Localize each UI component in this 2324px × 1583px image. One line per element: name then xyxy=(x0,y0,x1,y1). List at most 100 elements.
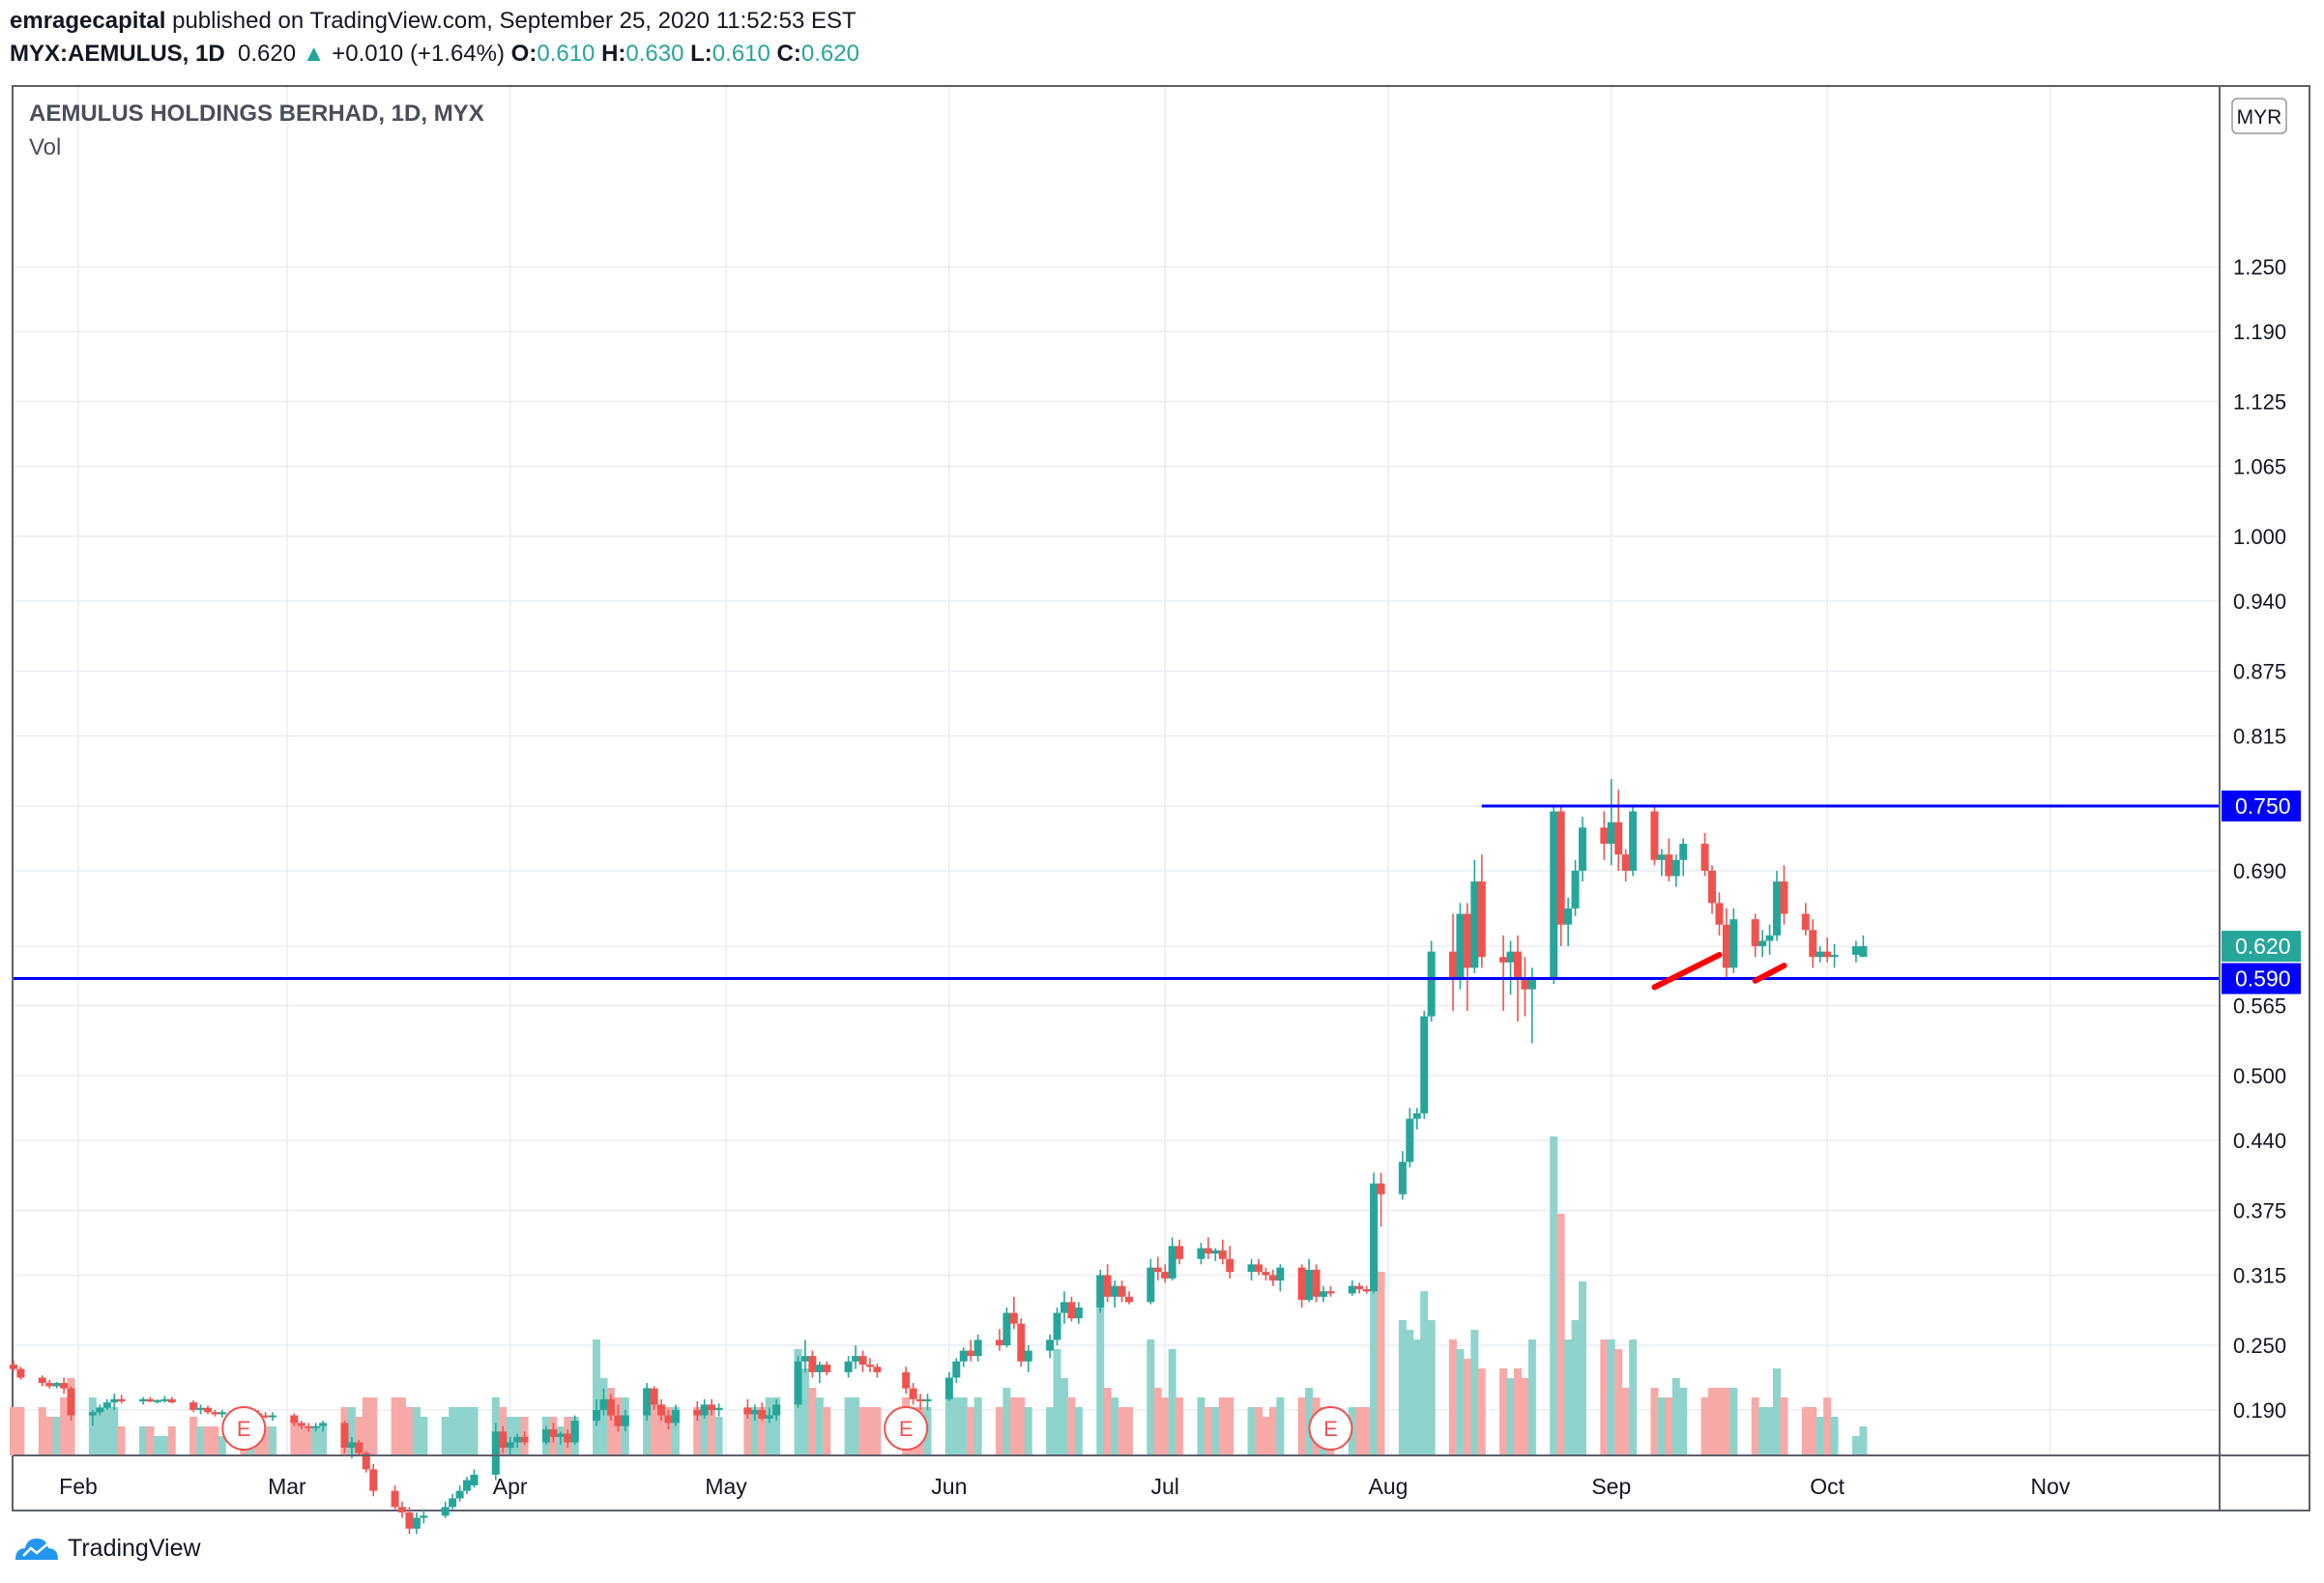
volume-bar xyxy=(1830,1417,1839,1455)
volume-bar xyxy=(1801,1407,1810,1455)
volume-bar xyxy=(139,1426,148,1455)
price-badge xyxy=(2222,791,2301,821)
volume-bar xyxy=(1355,1407,1364,1455)
candle-body xyxy=(1362,1288,1371,1292)
volume-bar xyxy=(750,1407,759,1455)
candle-body xyxy=(1124,1296,1133,1303)
volume-bar xyxy=(1614,1349,1623,1455)
volume-bar xyxy=(657,1407,666,1455)
volume-bar xyxy=(38,1407,46,1455)
volume-bar xyxy=(758,1407,767,1455)
candle-body xyxy=(499,1431,508,1449)
candle-body xyxy=(758,1409,767,1419)
candle-body xyxy=(204,1407,213,1413)
candle-body xyxy=(643,1388,652,1416)
candle-body xyxy=(1276,1267,1285,1281)
volume-bar xyxy=(1226,1397,1235,1455)
candle-body xyxy=(1176,1246,1184,1259)
volume-bar xyxy=(305,1426,313,1455)
candle-body xyxy=(1161,1272,1170,1279)
candle-body xyxy=(621,1415,629,1426)
open-value: 0.610 xyxy=(537,41,596,67)
candle-body xyxy=(1657,854,1666,860)
volume-bar xyxy=(1780,1397,1788,1455)
volume-bar xyxy=(160,1436,169,1455)
high-value: 0.630 xyxy=(625,41,684,67)
volume-bar xyxy=(96,1407,104,1455)
candle-body xyxy=(1470,881,1479,968)
candle-body xyxy=(218,1412,226,1415)
volume-bar xyxy=(1262,1417,1270,1455)
tradingview-logo-icon xyxy=(15,1539,58,1560)
volume-bar xyxy=(815,1397,824,1455)
volume-bar xyxy=(743,1407,752,1455)
volume-bar xyxy=(1103,1388,1112,1455)
candle-body xyxy=(844,1361,853,1372)
candle-body xyxy=(1514,951,1523,979)
candle-body xyxy=(1851,946,1860,956)
volume-bar xyxy=(1053,1349,1061,1455)
candle-body xyxy=(657,1404,666,1416)
candle-body xyxy=(1406,1118,1414,1163)
volume-bar xyxy=(297,1426,305,1455)
price-tick-label: 0.815 xyxy=(2233,724,2286,748)
candle-body xyxy=(614,1415,623,1426)
volume-bar xyxy=(1118,1407,1126,1455)
candle-body xyxy=(1204,1248,1212,1254)
footer[interactable]: TradingView xyxy=(14,1531,201,1566)
candle-body xyxy=(650,1388,658,1405)
candle-body xyxy=(765,1415,773,1419)
price-tick-label: 0.190 xyxy=(2233,1398,2286,1423)
volume-bars xyxy=(10,1137,1868,1455)
candle-body xyxy=(1809,930,1817,958)
low-label: L: xyxy=(690,41,712,67)
candle-body xyxy=(67,1388,75,1416)
volume-bar xyxy=(1650,1388,1659,1455)
candle-body xyxy=(1226,1258,1235,1273)
candle-body xyxy=(1009,1312,1018,1324)
volume-bar xyxy=(1406,1330,1414,1455)
volume-bar xyxy=(808,1388,817,1455)
price-tick-label: 0.875 xyxy=(2233,660,2286,684)
candles xyxy=(10,779,1868,1535)
candle-body xyxy=(1319,1291,1327,1297)
volume-bar xyxy=(1765,1407,1774,1455)
candle-body xyxy=(865,1365,874,1367)
x-tick-label: Feb xyxy=(59,1474,98,1499)
price-tick-label: 0.940 xyxy=(2233,590,2286,614)
chart-title: AEMULUS HOLDINGS BERHAD, 1D, MYX xyxy=(29,101,484,127)
author-name[interactable]: emragecapital xyxy=(10,8,166,34)
x-tick-label: Mar xyxy=(268,1474,306,1499)
candle-body xyxy=(463,1480,472,1491)
candle-body xyxy=(1477,881,1486,958)
x-tick-label: Sep xyxy=(1591,1474,1631,1499)
price-tick-label: 0.500 xyxy=(2233,1064,2286,1088)
volume-bar xyxy=(650,1397,658,1455)
candle-body xyxy=(944,1377,953,1399)
volume-bar xyxy=(1254,1407,1263,1455)
earnings-marker xyxy=(221,1406,267,1451)
volume-bar xyxy=(362,1397,370,1455)
price-tick-label: 1.190 xyxy=(2233,320,2286,344)
candle-body xyxy=(873,1367,882,1372)
volume-bar xyxy=(1722,1388,1730,1455)
volume-bar xyxy=(772,1397,781,1455)
volume-bar xyxy=(606,1388,615,1455)
candle-body xyxy=(923,1398,932,1402)
volume-bar xyxy=(1305,1388,1314,1455)
volume-bar xyxy=(1715,1388,1724,1455)
candle-body xyxy=(45,1383,54,1387)
volume-bar xyxy=(405,1407,414,1455)
candle-body xyxy=(167,1398,176,1403)
candle-body xyxy=(211,1412,219,1415)
volume-bar xyxy=(1046,1407,1055,1455)
candle-body xyxy=(1060,1302,1068,1313)
x-tick-label: Jun xyxy=(931,1474,967,1499)
volume-bar xyxy=(1823,1397,1832,1455)
volume-bar xyxy=(1751,1397,1759,1455)
volume-bar xyxy=(218,1436,226,1455)
candle-body xyxy=(110,1398,119,1403)
volume-bar xyxy=(1111,1397,1119,1455)
